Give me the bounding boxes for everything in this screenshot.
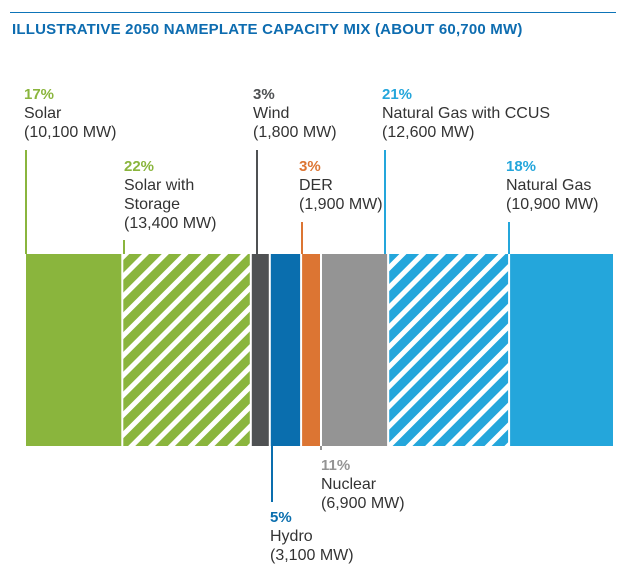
label-name-natural-gas: Natural Gas — [506, 177, 591, 194]
label-name-solar-with-storage-1: Solar with — [124, 177, 194, 194]
bar-natural-gas-with-ccus — [389, 254, 509, 446]
chart-title: ILLUSTRATIVE 2050 NAMEPLATE CAPACITY MIX… — [12, 21, 523, 38]
bar-solar — [26, 254, 122, 446]
label-name-hydro: Hydro — [270, 528, 313, 545]
bar-der — [302, 254, 320, 446]
label-name-natural-gas-with-ccus: Natural Gas with CCUS — [382, 105, 550, 122]
bar-hydro — [270, 254, 301, 446]
label-capacity-hydro: (3,100 MW) — [270, 547, 354, 564]
label-pct-hydro: 5% — [270, 509, 292, 526]
label-pct-natural-gas-with-ccus: 21% — [382, 86, 412, 103]
label-name-wind: Wind — [253, 105, 289, 122]
label-pct-wind: 3% — [253, 86, 275, 103]
label-capacity-solar-with-storage: (13,400 MW) — [124, 215, 216, 232]
top-rule — [10, 12, 616, 13]
label-pct-nuclear: 11% — [321, 457, 350, 474]
label-name-der: DER — [299, 177, 333, 194]
label-capacity-natural-gas: (10,900 MW) — [506, 196, 598, 213]
label-pct-der: 3% — [299, 158, 321, 175]
label-pct-solar-with-storage: 22% — [124, 158, 154, 175]
label-name-solar: Solar — [24, 105, 62, 122]
label-capacity-solar: (10,100 MW) — [24, 124, 116, 141]
bar-solar-with-storage — [123, 254, 250, 446]
label-pct-solar: 17% — [24, 86, 54, 103]
bar-natural-gas — [510, 254, 613, 446]
label-capacity-natural-gas-with-ccus: (12,600 MW) — [382, 124, 474, 141]
bar-nuclear — [322, 254, 388, 446]
label-name-nuclear: Nuclear — [321, 476, 377, 493]
label-capacity-nuclear: (6,900 MW) — [321, 495, 405, 512]
label-pct-natural-gas: 18% — [506, 158, 536, 175]
label-capacity-wind: (1,800 MW) — [253, 124, 337, 141]
label-capacity-der: (1,900 MW) — [299, 196, 383, 213]
label-name-solar-with-storage-2: Storage — [124, 196, 180, 213]
bar-wind — [251, 254, 269, 446]
